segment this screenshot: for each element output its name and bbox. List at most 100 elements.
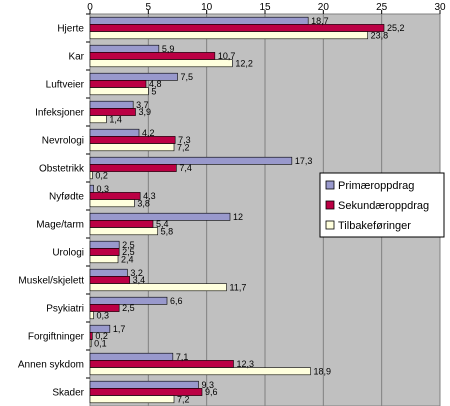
bar [89,255,119,264]
bar [89,136,176,144]
bar [89,72,178,81]
data-label: 5,8 [161,226,174,236]
data-label: 2,5 [122,247,135,257]
tick-label: 0 [87,2,93,13]
bar [89,44,160,53]
bar [89,100,134,109]
category-label: Urologi [52,248,84,259]
data-label: 5 [151,86,156,96]
data-label: 25,2 [387,23,405,33]
bar [89,87,149,96]
data-label: 3,8 [137,198,150,208]
category-label: Luftveier [46,80,85,91]
data-label: 11,7 [230,282,247,292]
data-label: 10,7 [218,51,236,61]
bar [89,283,227,292]
bar [89,380,199,389]
data-label: 5,9 [162,44,175,54]
data-label: 12,2 [235,58,253,68]
data-label: 7,2 [177,394,190,404]
data-label: 9,6 [205,387,218,397]
data-label: 4,2 [142,128,155,138]
bar [89,143,175,152]
category-label: Obstetrikk [39,164,85,175]
bar [89,296,168,305]
bar [89,276,130,284]
bar [89,304,120,312]
data-label: 2,4 [121,254,134,264]
legend-label: Primæroppdrag [338,180,414,192]
data-label: 12,3 [237,359,255,369]
category-labels: Hjerte Kar Luftveier Infeksjoner Nevrologi Ob… [18,13,90,399]
bar [89,324,111,333]
data-label: 18,7 [311,16,329,26]
data-label: 2,5 [122,303,135,313]
data-label: 0,3 [97,310,110,320]
legend: Primæroppdrag Sekundæroppdrag Tilbakeførin… [319,172,445,238]
bar [89,220,154,228]
data-label: 2,5 [122,240,135,250]
x-axis-ticks: 0 5 10 15 20 25 30 [87,2,446,14]
bar [89,240,120,249]
data-label: 3,2 [130,268,143,278]
bar [89,367,311,376]
tick-label: 10 [201,2,213,13]
tick-label: 20 [318,2,330,13]
bar [89,199,135,208]
bar [89,52,216,60]
bar [89,395,175,404]
data-label: 1,4 [109,114,122,124]
category-label: Annen sykdom [18,360,84,371]
bar [89,332,93,340]
legend-label: Sekundæroppdrag [338,200,429,212]
data-labels: 18,7 5,9 7,5 3,7 4,2 17,3 0,3 12 2,5 3,2 6,6 1,7 7,1… [94,16,404,404]
bar [89,59,233,68]
data-label: 7,3 [178,135,191,145]
bar [89,227,158,236]
tick-label: 15 [259,2,271,13]
data-label: 23,8 [371,30,389,40]
data-label: 3,4 [133,275,146,285]
bar [89,128,140,137]
tick-label: 5 [146,2,152,13]
category-label: Forgiftninger [28,332,85,343]
data-label: 1,7 [113,324,126,334]
category-label: Kar [68,52,84,63]
data-label: 0,2 [95,331,108,341]
data-label: 9,3 [202,380,215,390]
data-label: 17,3 [295,156,313,166]
data-label: 7,2 [177,142,190,152]
data-label: 7,1 [176,352,189,362]
data-label: 3,7 [136,100,149,110]
bar [89,184,94,193]
data-label: 3,9 [139,107,152,117]
bar [89,16,309,25]
category-label: Hjerte [57,24,84,35]
bar [89,24,385,32]
data-label: 0,3 [97,184,110,194]
data-label: 5,4 [156,219,169,229]
data-label: 7,5 [181,72,194,82]
data-label: 18,9 [314,366,332,376]
category-label: Infeksjoner [35,108,85,119]
bar [89,212,231,221]
bar [89,339,92,348]
bar [89,80,147,88]
legend-label: Tilbakeføringer [338,220,411,232]
bar [89,360,234,368]
bar [89,31,368,40]
bar [89,164,177,172]
data-label: 0,1 [94,338,107,348]
data-label: 6,6 [170,296,183,306]
bar [89,352,174,361]
data-label: 0,2 [95,170,108,180]
category-label: Nevrologi [42,136,84,147]
bars [89,16,385,404]
bar [89,108,136,116]
category-label: Muskel/skjelett [18,276,84,287]
legend-swatch [325,180,335,190]
bar [89,115,107,124]
tick-label: 25 [376,2,388,13]
bar [89,156,293,165]
